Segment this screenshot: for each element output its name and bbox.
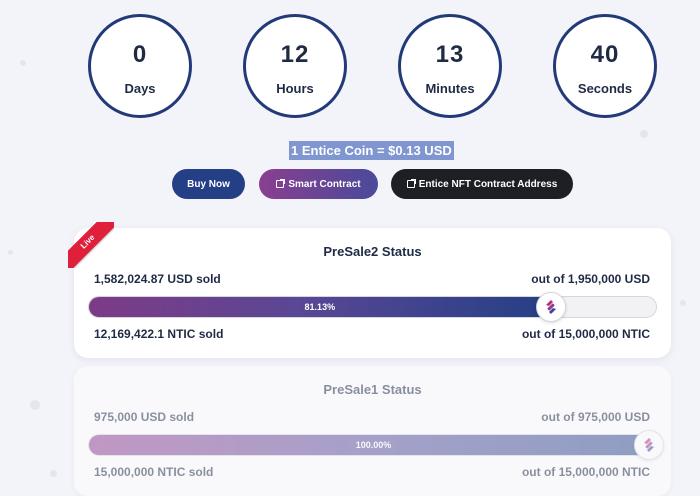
presale1-usd-total: out of 975,000 USD — [541, 410, 650, 424]
presale1-title: PreSale1 Status — [323, 382, 422, 397]
smart-contract-label: Smart Contract — [288, 178, 361, 190]
smart-contract-button[interactable]: Smart Contract — [259, 169, 378, 199]
nft-contract-label: Entice NFT Contract Address — [418, 178, 558, 190]
countdown-seconds: 40 Seconds — [553, 14, 657, 118]
hours-value: 12 — [280, 40, 310, 68]
minutes-label: Minutes — [425, 80, 475, 96]
presale2-title: PreSale2 Status — [323, 244, 422, 259]
buy-now-label: Buy Now — [187, 178, 230, 190]
presale1-ntic-total: out of 15,000,000 NTIC — [521, 465, 650, 479]
entice-coin-icon — [535, 292, 566, 322]
minutes-value: 13 — [435, 40, 465, 68]
live-badge-label: Live — [68, 222, 114, 268]
live-badge: Live — [68, 222, 114, 268]
nft-contract-button[interactable]: Entice NFT Contract Address — [391, 169, 573, 199]
hours-label: Hours — [276, 80, 314, 96]
presale2-card: PreSale2 Status 1,582,024.87 USD sold ou… — [74, 228, 671, 358]
countdown-minutes: 13 Minutes — [398, 14, 502, 118]
external-link-icon — [406, 179, 416, 188]
seconds-label: Seconds — [577, 80, 633, 96]
coin-rate-text: 1 Entice Coin = $0.13 USD — [289, 141, 454, 160]
countdown-timer: 0 Days 12 Hours 13 Minutes 40 Seconds — [88, 14, 658, 120]
countdown-hours: 12 Hours — [243, 14, 347, 118]
entice-coin-icon — [634, 430, 664, 460]
days-value: 0 — [132, 40, 148, 68]
presale1-usd-sold: 975,000 USD sold — [94, 410, 195, 424]
presale1-card: PreSale1 Status 975,000 USD sold out of … — [74, 366, 671, 496]
countdown-days: 0 Days — [88, 14, 192, 118]
seconds-value: 40 — [590, 40, 620, 68]
presale2-ntic-total: out of 15,000,000 NTIC — [521, 327, 650, 341]
presale2-progress-bar: 81.13% — [88, 292, 657, 322]
presale1-ntic-sold: 15,000,000 NTIC sold — [94, 465, 214, 479]
buy-now-button[interactable]: Buy Now — [172, 169, 245, 199]
presale2-usd-sold: 1,582,024.87 USD sold — [94, 272, 221, 286]
presale1-progress-label: 100.00% — [355, 440, 392, 450]
external-link-icon — [276, 179, 286, 188]
presale1-progress-fill: 100.00% — [89, 435, 658, 455]
presale2-usd-total: out of 1,950,000 USD — [531, 272, 650, 286]
presale2-progress-label: 81.13% — [304, 302, 336, 312]
days-label: Days — [124, 80, 156, 96]
presale2-ntic-sold: 12,169,422.1 NTIC sold — [94, 327, 224, 341]
presale1-progress-bar: 100.00% — [88, 430, 664, 460]
presale2-progress-fill: 81.13% — [89, 297, 551, 317]
